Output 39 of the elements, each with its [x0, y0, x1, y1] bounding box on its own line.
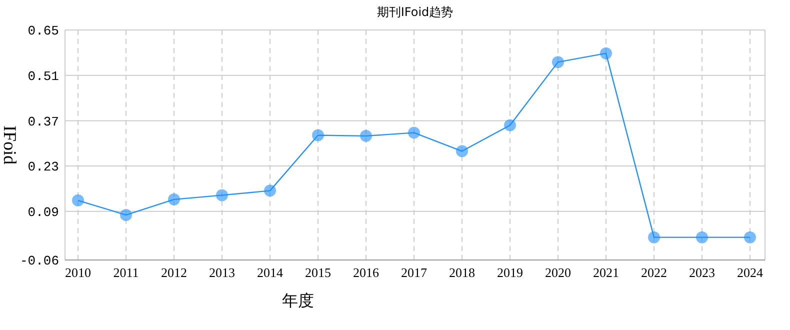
x-tick-label: 2019 — [497, 265, 523, 280]
y-tick-label: 0.51 — [28, 68, 60, 84]
x-tick-label: 2021 — [593, 265, 619, 280]
y-tick-label: 0.65 — [28, 24, 59, 39]
y-tick-label: 0.09 — [28, 204, 59, 220]
point — [456, 145, 468, 158]
point — [744, 231, 756, 244]
point — [216, 189, 228, 202]
y-tick-label: 0.23 — [28, 160, 59, 175]
point — [312, 129, 324, 142]
point — [504, 119, 516, 132]
point — [600, 47, 612, 60]
y-tick-label: 0.37 — [28, 114, 59, 130]
y-axis-title: IFoid — [0, 125, 20, 165]
x-tick-label: 2011 — [113, 265, 139, 280]
x-tick-label: 2024 — [737, 265, 764, 280]
point — [360, 130, 372, 142]
point — [72, 194, 84, 206]
point — [264, 184, 276, 197]
point — [696, 231, 708, 244]
x-tick-label: 2022 — [641, 265, 667, 280]
point — [168, 193, 180, 206]
y-tick-label: -0.06 — [20, 254, 59, 269]
x-tick-label: 2015 — [305, 265, 331, 280]
point — [552, 56, 564, 68]
chart-title: 期刊IFoid趋势 — [376, 5, 454, 19]
x-tick-label: 2013 — [209, 265, 235, 280]
x-tick-label: 2012 — [161, 265, 187, 280]
point — [648, 231, 660, 244]
x-tick-label: 2020 — [545, 265, 571, 280]
point — [408, 126, 420, 139]
x-tick-label: 2023 — [689, 265, 715, 280]
x-tick-label: 2014 — [257, 265, 284, 280]
x-axis-title: 年度 — [282, 291, 314, 310]
x-tick-label: 2010 — [65, 265, 91, 280]
point — [120, 208, 132, 221]
x-tick-label: 2016 — [353, 265, 380, 280]
x-tick-label: 2017 — [401, 265, 428, 280]
x-tick-label: 2018 — [449, 265, 475, 280]
